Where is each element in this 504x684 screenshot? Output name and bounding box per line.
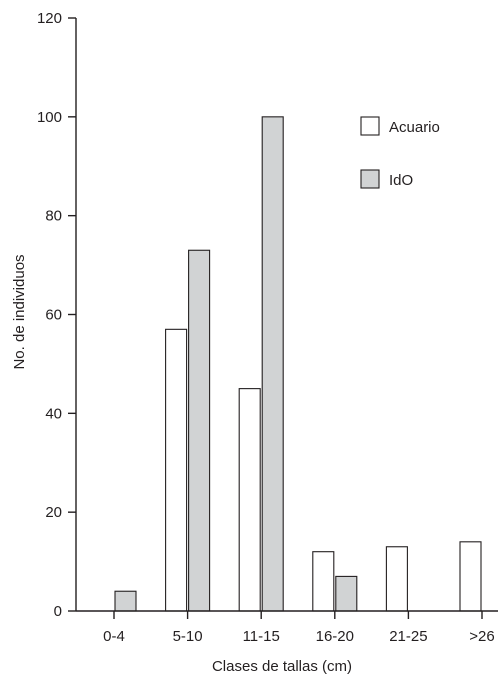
bar-ido-5-10 <box>188 249 211 612</box>
y-axis-ticks: 0 20 40 60 80 100 120 <box>37 10 76 620</box>
y-tick-label: 120 <box>37 10 62 27</box>
bar-ido-11-15 <box>261 116 284 612</box>
bar-acuario-5-10 <box>165 328 188 612</box>
y-tick-label: 20 <box>45 504 62 521</box>
y-tick-label: 100 <box>37 109 62 126</box>
x-axis-ticks: 0-4 5-10 11-15 16-20 21-25 >26 <box>103 611 495 645</box>
bars-group <box>114 116 482 612</box>
y-tick-label: 40 <box>45 405 62 422</box>
bar-ido-16-20 <box>335 575 358 612</box>
x-tick-label: >26 <box>469 628 494 645</box>
x-tick-label: 16-20 <box>316 628 354 645</box>
x-axis-title: Clases de tallas (cm) <box>212 658 352 675</box>
x-tick-label: 11-15 <box>243 628 280 645</box>
y-tick-label: 60 <box>45 307 62 324</box>
bar-acuario-16-20 <box>312 551 335 612</box>
x-tick-label: 21-25 <box>389 628 427 645</box>
bar-acuario-21-25 <box>385 546 408 612</box>
x-tick-label: 0-4 <box>103 628 125 645</box>
legend-label-ido: IdO <box>389 172 413 189</box>
bar-acuario->26 <box>459 541 482 612</box>
legend-label-acuario: Acuario <box>389 119 440 136</box>
y-tick-label: 80 <box>45 208 62 225</box>
bar-ido-0-4 <box>114 590 137 612</box>
y-axis-title: No. de individuos <box>11 254 28 369</box>
legend-swatch-acuario <box>360 116 380 136</box>
y-tick-label: 0 <box>54 603 62 620</box>
legend-swatch-ido <box>360 169 380 189</box>
bar-acuario-11-15 <box>238 388 261 612</box>
legend: Acuario IdO <box>360 116 440 189</box>
x-tick-label: 5-10 <box>173 628 203 645</box>
